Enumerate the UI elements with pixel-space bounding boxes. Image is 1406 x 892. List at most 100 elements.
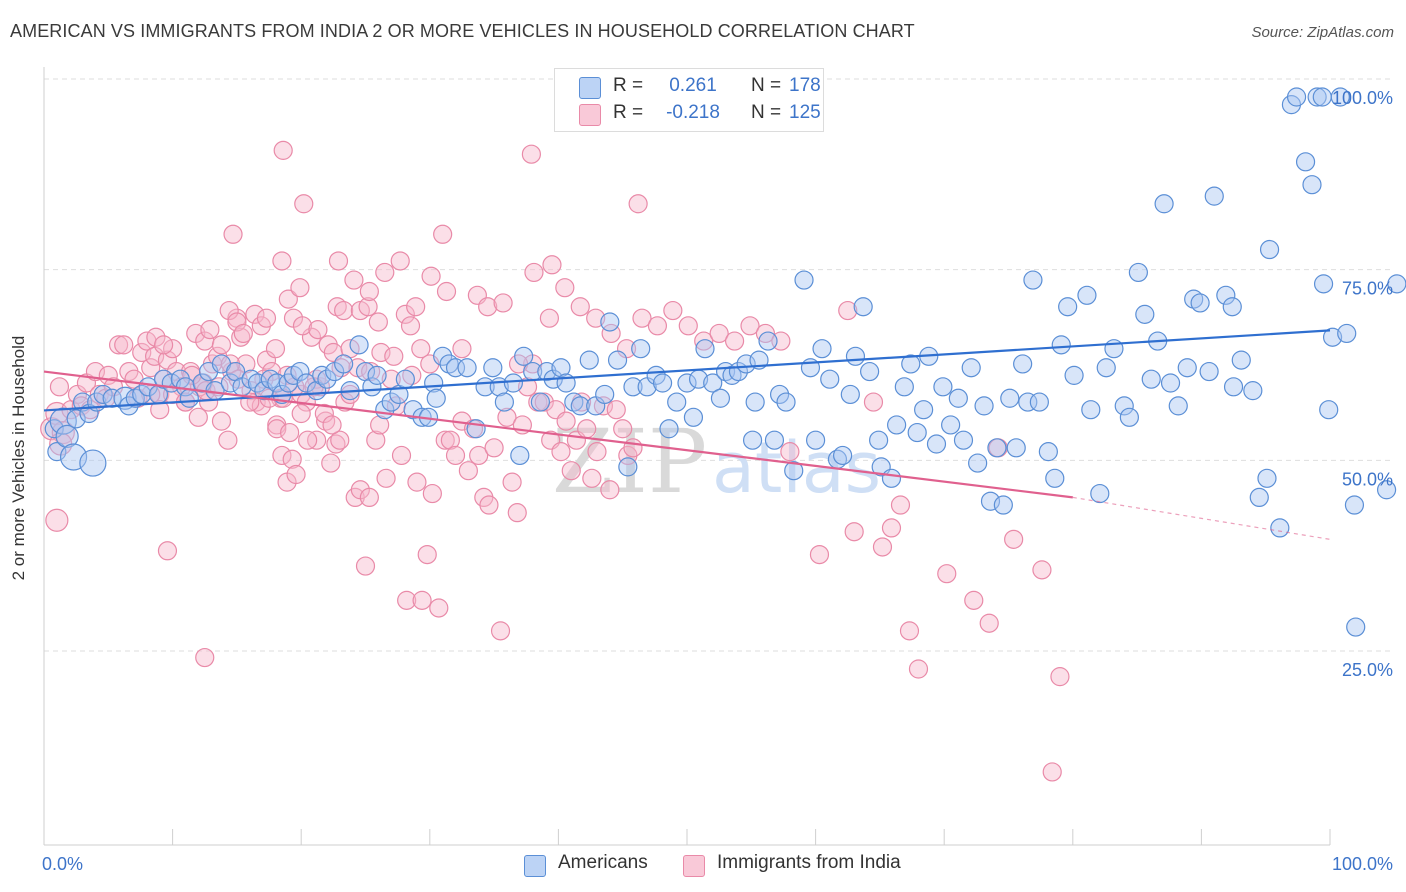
americans-point	[317, 369, 337, 389]
india-swatch	[579, 104, 601, 126]
americans-point	[769, 384, 790, 405]
india-point	[740, 316, 760, 336]
americans-point	[1337, 323, 1357, 344]
americans-point	[623, 377, 643, 397]
india-point	[359, 281, 379, 302]
americans-point	[381, 392, 401, 412]
india-point	[412, 590, 432, 610]
india-point	[863, 392, 884, 412]
india-point	[406, 297, 426, 317]
r-label: R =	[613, 102, 644, 123]
americans-point	[138, 377, 158, 397]
americans-point	[742, 430, 763, 450]
americans-point	[1135, 304, 1155, 324]
americans-point	[1286, 87, 1307, 107]
americans-point	[79, 449, 107, 477]
india-point	[195, 647, 215, 668]
n-value: 125	[789, 102, 821, 123]
india-swatch	[683, 855, 705, 877]
americans-point	[941, 415, 961, 435]
india-point	[267, 419, 287, 439]
trend-lines	[43, 329, 1331, 540]
y-tick-label: 25.0%	[1342, 660, 1393, 680]
americans-point	[745, 392, 765, 412]
india-point	[150, 400, 170, 420]
americans-point	[367, 365, 387, 385]
watermark: ZIP atlas	[552, 410, 881, 513]
india-point	[663, 300, 683, 321]
americans-point	[1249, 487, 1269, 507]
india-point	[964, 590, 984, 610]
americans-point	[1270, 518, 1290, 538]
n-label: N =	[751, 102, 782, 123]
americans-point	[334, 354, 354, 374]
americans-point	[1168, 396, 1188, 416]
americans-point	[433, 346, 453, 366]
india-point	[600, 480, 620, 500]
americans-point	[349, 335, 369, 355]
americans-point	[764, 430, 785, 450]
americans-point	[1346, 617, 1366, 637]
americans-point	[1000, 388, 1020, 408]
india-point	[908, 659, 929, 679]
americans-point	[1223, 377, 1244, 397]
americans-point	[887, 415, 907, 435]
india-point	[539, 308, 559, 328]
americans-point	[179, 388, 199, 408]
americans-point	[758, 331, 778, 351]
x-tick-label: 100.0%	[1332, 854, 1393, 874]
india-point	[458, 461, 478, 481]
india-point	[211, 335, 232, 355]
india-point	[582, 468, 602, 488]
americans-point	[845, 346, 866, 366]
india-point	[334, 300, 354, 321]
americans-point	[618, 457, 638, 477]
india-point	[755, 323, 776, 344]
india-point	[524, 262, 544, 283]
axes	[43, 67, 1331, 846]
americans-point	[993, 495, 1013, 515]
americans-point	[395, 369, 415, 389]
r-value: -0.218	[666, 102, 720, 123]
americans-point	[483, 358, 503, 378]
americans-point	[869, 430, 889, 450]
americans-point	[1376, 480, 1397, 500]
watermark-atlas: atlas	[712, 427, 881, 509]
americans-point	[652, 373, 673, 393]
americans-point	[1313, 274, 1334, 294]
tick-labels: 25.0% 50.0% 75.0% 100.0% 0.0% 100.0%	[42, 88, 1393, 874]
india-trend-extension	[1072, 496, 1331, 540]
india-point	[400, 316, 421, 336]
india-point	[478, 297, 498, 317]
americans-point	[494, 392, 514, 412]
americans-swatch	[524, 855, 546, 877]
india-point	[227, 312, 247, 332]
india-point	[551, 442, 571, 462]
india-point	[375, 262, 395, 283]
india-point	[493, 293, 513, 313]
india-point	[838, 300, 858, 321]
americans-point	[1222, 297, 1242, 317]
india-point	[435, 430, 455, 450]
india-point	[153, 335, 174, 355]
india-point	[199, 392, 219, 412]
india-point	[157, 541, 178, 561]
india-point	[328, 251, 349, 271]
y-tick-label: 50.0%	[1342, 469, 1393, 489]
americans-point	[47, 442, 67, 462]
americans-point	[247, 373, 268, 393]
americans-point	[503, 373, 523, 393]
americans-point	[445, 358, 466, 378]
india-point	[1050, 667, 1070, 687]
india-point	[979, 613, 999, 633]
india-point	[586, 308, 606, 328]
india-point	[211, 411, 232, 431]
india-point	[391, 445, 412, 466]
india-trend-line	[43, 370, 1073, 499]
india-point	[780, 442, 800, 462]
americans-point	[607, 350, 628, 370]
india-point	[291, 403, 311, 424]
india-point	[1004, 529, 1024, 549]
americans-point	[1064, 365, 1084, 385]
india-point	[298, 430, 318, 450]
